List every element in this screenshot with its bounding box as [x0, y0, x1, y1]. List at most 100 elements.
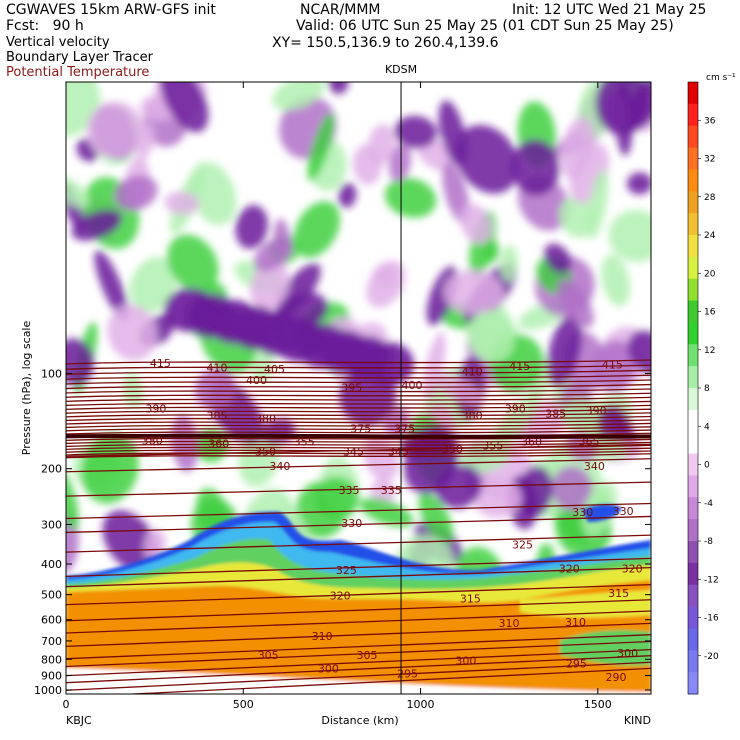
- colorbar-swatch: [688, 191, 698, 214]
- colorbar-swatch: [688, 388, 698, 411]
- vertical-velocity-cell: [458, 440, 511, 474]
- theta-contour: [66, 640, 651, 668]
- theta-contour: [66, 502, 651, 520]
- model-title: CGWAVES 15km ARW-GFS init: [6, 2, 216, 18]
- vertical-velocity-cell: [66, 82, 101, 137]
- vertical-velocity-cell: [367, 124, 395, 166]
- vertical-velocity-cell: [328, 82, 349, 95]
- vertical-velocity-cell: [71, 209, 123, 241]
- theta-contour: [66, 388, 651, 394]
- theta-label: 415: [602, 358, 623, 371]
- colorbar-label: 20: [704, 269, 716, 279]
- colorbar-swatch: [688, 409, 698, 433]
- colorbar-swatch: [688, 103, 698, 127]
- vertical-velocity-cell: [307, 112, 335, 181]
- theta-label: 395: [341, 382, 362, 395]
- theta-contour: [66, 369, 651, 375]
- vertical-velocity-cell: [608, 209, 651, 262]
- y-tick-label: 700: [41, 635, 62, 648]
- y-tick-label: 900: [41, 669, 62, 682]
- tracer-orange-body: [66, 580, 651, 694]
- theta-label: 345: [388, 445, 409, 458]
- colorbar-label: -16: [704, 614, 719, 624]
- theta-contour: [66, 359, 651, 365]
- theta-contour: [66, 622, 651, 648]
- y-tick-label: 300: [41, 518, 62, 531]
- colorbar-swatch: [688, 344, 698, 367]
- theta-label: 295: [397, 667, 418, 680]
- theta-label: 380: [142, 435, 163, 448]
- vertical-velocity-cell: [438, 100, 467, 166]
- colorbar-swatch: [688, 431, 698, 455]
- theta-contour: [66, 453, 651, 459]
- potential-temperature-contours: [66, 359, 651, 694]
- vertical-velocity-cell: [370, 479, 396, 504]
- vertical-velocity-cell: [500, 244, 518, 282]
- vertical-velocity-cell: [107, 304, 157, 361]
- colorbar-label: -20: [704, 652, 719, 662]
- theta-contour: [66, 374, 651, 380]
- theta-label: 295: [566, 658, 587, 671]
- colorbar-label: 0: [704, 461, 710, 471]
- vertical-velocity-cell: [558, 196, 596, 238]
- vertical-velocity-cell: [516, 466, 553, 518]
- theta-contour: [66, 426, 651, 432]
- colorbar-label: -4: [704, 499, 713, 509]
- vertical-velocity-cell: [144, 528, 166, 561]
- theta-label: 380: [255, 413, 276, 426]
- colorbar-swatch: [688, 453, 698, 476]
- colorbar-swatch: [688, 256, 698, 280]
- vertical-velocity-cell: [547, 314, 582, 387]
- colorbar-label: 16: [704, 308, 716, 318]
- theta-label: 405: [264, 363, 285, 376]
- theta-label: 335: [381, 484, 402, 497]
- y-tick-label: 100: [41, 367, 62, 380]
- theta-label: 415: [150, 357, 171, 370]
- theta-label: 300: [617, 647, 638, 660]
- right-station-label: KIND: [624, 714, 651, 727]
- vertical-velocity-cell: [164, 191, 200, 215]
- vertical-velocity-cell: [66, 180, 85, 232]
- tropopause-band: [66, 433, 651, 439]
- theta-contour: [66, 447, 651, 453]
- vertical-velocity-cell: [102, 510, 159, 573]
- y-axis-label: Pressure (hPa), log scale: [20, 321, 33, 456]
- vertical-velocity-cell: [556, 278, 594, 328]
- theta-contour: [66, 566, 651, 588]
- colorbar-label: 24: [704, 231, 716, 241]
- valid-time: Valid: 06 UTC Sun 25 May 25 (01 CDT Sun …: [296, 18, 674, 34]
- theta-label: 400: [401, 379, 422, 392]
- vertical-velocity-cell: [235, 205, 269, 249]
- vertical-velocity-cell: [189, 161, 237, 226]
- y-tick-label: 400: [41, 558, 62, 571]
- theta-label: 375: [394, 422, 415, 435]
- vertical-velocity-cell: [442, 162, 470, 224]
- theta-contour: [66, 400, 651, 407]
- theta-contour: [66, 444, 651, 450]
- theta-label: 360: [208, 437, 229, 450]
- vertical-velocity-cell: [418, 492, 454, 544]
- colorbar-swatch: [688, 519, 698, 542]
- colorbar-swatch: [688, 82, 698, 105]
- y-tick-label: 800: [41, 653, 62, 666]
- theta-label: 305: [258, 649, 279, 662]
- x-tick-label: 1000: [407, 698, 435, 711]
- theta-contour: [66, 655, 651, 684]
- x-tick-label: 1500: [584, 698, 612, 711]
- theta-label: 390: [586, 405, 607, 418]
- theta-label: 320: [330, 590, 351, 603]
- colorbar-swatch: [688, 672, 698, 695]
- theta-contour: [66, 450, 651, 456]
- vertical-velocity-cell: [66, 176, 90, 208]
- theta-contour: [66, 379, 651, 385]
- theta-contour: [66, 557, 651, 578]
- vertical-velocity-cell: [272, 82, 325, 111]
- colorbar-swatch: [688, 322, 698, 345]
- theta-contour: [66, 481, 651, 497]
- x-tick-label: 500: [233, 698, 254, 711]
- axes: 0 500 1000 1500 100 200 300 400 500 600 700 800 900 1…: [34, 82, 651, 711]
- theta-label: 360: [521, 436, 542, 449]
- y-tick-label: 600: [41, 614, 62, 627]
